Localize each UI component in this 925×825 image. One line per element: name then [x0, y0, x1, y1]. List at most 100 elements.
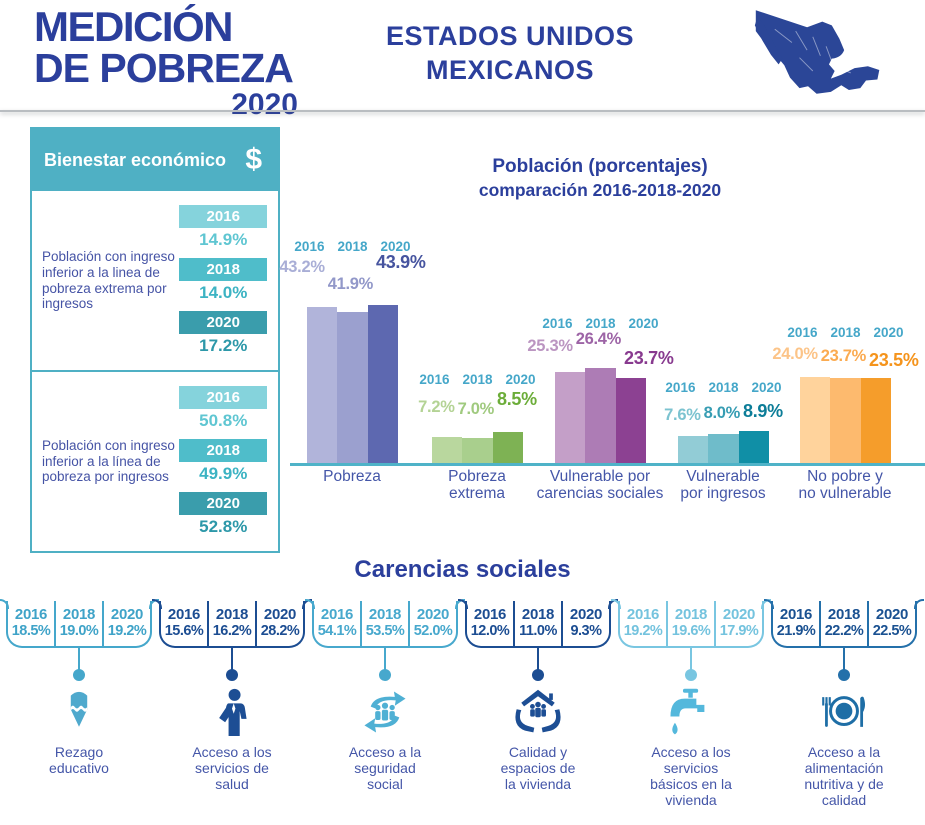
value-label: 43.2% — [279, 258, 325, 276]
year-label: 2018 — [585, 316, 616, 331]
year-label: 2018 — [368, 606, 402, 623]
country-title-line2: MEXICANOS — [425, 54, 595, 85]
year-label: 2018 — [337, 239, 368, 254]
year-value-cell: 2020 52.0% — [408, 601, 456, 646]
year-label: 2018 — [521, 606, 555, 623]
header-divider — [0, 110, 925, 112]
year-value-cell: 2018 22.2% — [819, 601, 867, 646]
value-label: 21.9% — [776, 623, 816, 639]
value-label: 15.6% — [164, 623, 204, 639]
bienestar-row: Población con ingreso inferior a la line… — [32, 191, 278, 370]
value-label: 7.2% — [418, 398, 455, 416]
year-value: 17.2% — [199, 336, 248, 355]
bar-2020 — [860, 378, 891, 463]
carencia-item: 2016 21.9% 2018 22.2% 2020 22.5% Acceso a la al… — [764, 599, 924, 809]
year-value-cell: 2020 28.2% — [255, 601, 303, 646]
connector-dot — [73, 669, 85, 681]
year-value: 14.0% — [199, 283, 248, 302]
carencia-item: 2016 19.2% 2018 19.6% 2020 17.9% Acceso a los s… — [611, 599, 771, 808]
value-label: 26.4% — [575, 330, 622, 348]
bar-chart: 2016 2018 2020 43.2% 41.9% 43.9% Pobreza 2016 20… — [279, 228, 925, 502]
year-value-cell: 2020 17.9% — [714, 601, 762, 646]
year-value: 14.9% — [199, 230, 248, 249]
year-label: 2020 — [751, 380, 782, 395]
year-badge: 2020 — [179, 492, 268, 515]
year-value: 49.9% — [199, 464, 248, 483]
bar-group — [678, 293, 769, 463]
carencia-item: 2016 15.6% 2018 16.2% 2020 28.2% Acceso a los s… — [152, 599, 312, 808]
year-label: 2020 — [380, 239, 411, 254]
bar-group — [800, 293, 891, 463]
connector-dot — [226, 669, 238, 681]
bar-2016 — [555, 372, 586, 463]
bar-2018 — [708, 434, 739, 463]
year-label: 2018 — [462, 372, 493, 387]
bienestar-row-label: Población con ingreso inferior a la líne… — [42, 437, 175, 485]
group-value-labels: 7.2% 7.0% 8.5% — [404, 389, 551, 418]
bienestar-row-label: Población con ingreso inferior a la line… — [42, 248, 175, 312]
mexico-map-icon — [733, 4, 885, 100]
group-value-labels: 25.3% 26.4% 23.7% — [527, 330, 674, 368]
value-label: 11.0% — [519, 623, 557, 639]
year-label: 2018 — [674, 606, 708, 623]
value-label: 7.6% — [664, 406, 701, 424]
bienestar-rows: Población con ingreso inferior a la line… — [32, 191, 278, 551]
group-value-labels: 7.6% 8.0% 8.9% — [650, 401, 797, 424]
year-value: 52.8% — [199, 517, 248, 536]
value-label: 23.5% — [869, 350, 919, 370]
year-value-cell: 2020 22.5% — [867, 601, 915, 646]
year-label: 2020 — [628, 316, 659, 331]
value-label: 7.0% — [457, 400, 495, 418]
value-label: 18.5% — [11, 623, 51, 639]
year-label: 2020 — [263, 606, 297, 623]
circular-arrows-people-icon — [360, 683, 410, 741]
chart-subtitle: comparación 2016-2018-2020 — [478, 180, 722, 200]
year-label: 2018 — [708, 380, 739, 395]
value-label: 22.5% — [872, 623, 912, 639]
bar-2020 — [367, 305, 398, 463]
year-value-cell: 2018 53.5% — [360, 601, 408, 646]
value-label: 28.2% — [260, 623, 300, 639]
bar-group — [432, 293, 523, 463]
value-label: 8.5% — [497, 389, 537, 409]
bienestar-title: Bienestar económico — [44, 149, 227, 170]
chart-title-block: Población (porcentajes) comparación 2016… — [400, 156, 800, 201]
values-bracket: 2016 54.1% 2018 53.5% 2020 52.0% — [305, 599, 465, 648]
bienestar-row-values: 2016 14.9% 2018 14.0% 2020 17.2% — [176, 196, 278, 365]
connector-stem — [383, 648, 387, 670]
year-label: 2016 — [167, 606, 201, 623]
pencil-icon — [56, 683, 102, 741]
connector-dot — [838, 669, 850, 681]
value-label: 19.2% — [623, 623, 663, 639]
group-year-labels: 2016 2018 2020 — [282, 239, 423, 254]
year-value-cell: 2016 18.5% — [8, 601, 54, 646]
value-label: 16.2% — [212, 623, 252, 639]
year-label: 2016 — [419, 372, 450, 387]
year-value-cell: 2016 21.9% — [773, 601, 819, 646]
values-bracket: 2016 15.6% 2018 16.2% 2020 28.2% — [152, 599, 312, 648]
connector-stem — [230, 648, 234, 670]
year-badge: 2018 — [179, 258, 268, 281]
year-value-cell: 2018 19.6% — [666, 601, 714, 646]
year-value-cell: 2016 12.0% — [467, 601, 513, 646]
year-label: 2016 — [779, 606, 813, 623]
year-label: 2016 — [14, 606, 48, 623]
bar-2020 — [615, 378, 646, 463]
group-year-labels: 2016 2018 2020 — [407, 372, 548, 387]
year-label: 2020 — [875, 606, 909, 623]
bar-2018 — [462, 438, 493, 463]
year-label: 2018 — [62, 606, 96, 623]
year-label: 2020 — [416, 606, 450, 623]
country-title: ESTADOS UNIDOS MEXICANOS — [330, 20, 690, 88]
bar-2016 — [678, 436, 709, 463]
value-label: 19.2% — [107, 623, 147, 639]
values-bracket: 2016 12.0% 2018 11.0% 2020 9.3% — [458, 599, 618, 648]
category-label: Pobreza extrema — [448, 468, 506, 503]
doctor-icon — [208, 683, 256, 741]
carencia-label: Acceso a la alimentación nutritiva y de cal… — [804, 744, 884, 809]
value-label: 23.7% — [624, 348, 674, 368]
year-label: 2020 — [110, 606, 144, 623]
bar-2016 — [432, 437, 463, 463]
year-value-cell: 2018 11.0% — [513, 601, 561, 646]
group-year-labels: 2016 2018 2020 — [775, 325, 916, 340]
